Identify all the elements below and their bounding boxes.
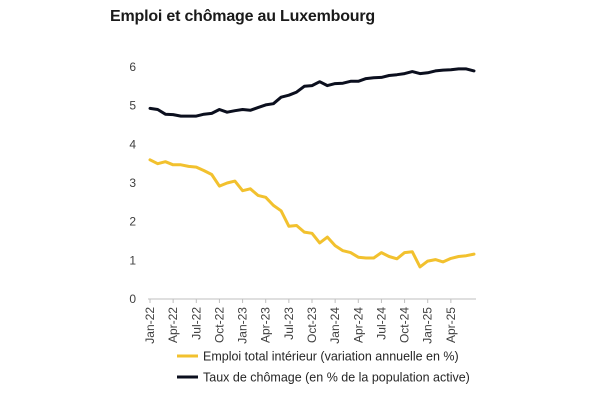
x-tick-label: Jul-23 [282, 307, 296, 340]
legend-label: Emploi total intérieur (variation annuel… [203, 350, 459, 364]
x-tick-label: Apr-25 [444, 307, 458, 343]
y-axis-ticks: 0 1 2 3 4 5 6 [129, 60, 136, 306]
y-tick-label: 0 [129, 292, 136, 306]
chart-title: Emploi et chômage au Luxembourg [110, 8, 375, 25]
x-tick-label: Oct-23 [305, 307, 319, 343]
x-tick-label: Apr-23 [259, 307, 273, 343]
x-axis-ticks: Jan-22 Apr-22 Jul-22 Oct-22 Jan-23 Apr-23 Jul-… [143, 299, 458, 344]
x-tick-label: Jul-22 [189, 307, 203, 340]
legend-label: Taux de chômage (en % de la population a… [203, 371, 470, 385]
y-tick-label: 6 [129, 60, 136, 74]
x-tick-label: Jan-25 [421, 307, 435, 344]
x-tick-label: Jan-22 [143, 307, 157, 344]
x-tick-label: Apr-24 [351, 307, 365, 343]
x-tick-label: Oct-24 [398, 307, 412, 343]
series-lines [148, 67, 476, 269]
y-tick-label: 5 [129, 99, 136, 113]
x-tick-label: Jan-23 [236, 307, 250, 344]
y-tick-label: 1 [129, 253, 136, 267]
x-tick-label: Apr-22 [166, 307, 180, 343]
legend: Emploi total intérieur (variation annuel… [177, 350, 470, 385]
series-line-emploi [148, 158, 476, 269]
y-tick-label: 3 [129, 176, 136, 190]
series-line-chomage [148, 67, 476, 118]
x-tick-label: Oct-22 [212, 307, 226, 343]
x-tick-label: Jul-24 [374, 307, 388, 340]
y-tick-label: 2 [129, 215, 136, 229]
x-tick-label: Jan-24 [328, 307, 342, 344]
y-tick-label: 4 [129, 137, 136, 151]
